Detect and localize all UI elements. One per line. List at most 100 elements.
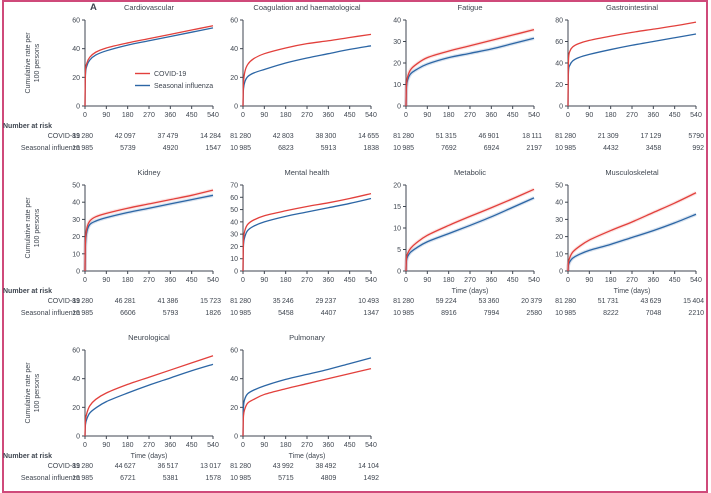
risk-row-label-covid: COVID-19 (48, 463, 80, 470)
covid-curve (242, 368, 372, 437)
x-tick-label: 360 (322, 277, 334, 284)
risk-value-influenza: 10 985 (72, 310, 93, 317)
risk-value-covid: 81 280 (230, 133, 251, 140)
x-tick-label: 450 (669, 277, 681, 284)
x-tick-label: 360 (485, 112, 497, 119)
x-tick-label: 180 (280, 442, 292, 449)
x-tick-label: 180 (605, 277, 617, 284)
x-tick-label: 90 (423, 112, 431, 119)
x-tick-label: 540 (207, 442, 219, 449)
risk-value-influenza: 10 985 (72, 475, 93, 482)
y-tick-label: 10 (393, 226, 401, 233)
risk-value-covid: 81 280 (555, 133, 576, 140)
risk-value-covid: 14 655 (358, 133, 379, 140)
risk-value-covid: 81 280 (72, 133, 93, 140)
y-tick-label: 0 (76, 104, 80, 111)
x-tick-label: 360 (647, 112, 659, 119)
influenza-curve (567, 213, 697, 272)
risk-value-covid: 15 404 (683, 298, 704, 305)
y-tick-label: 60 (72, 18, 80, 25)
x-tick-label: 270 (301, 442, 313, 449)
risk-value-covid: 81 280 (72, 298, 93, 305)
y-tick-label: 50 (230, 207, 238, 214)
covid-curve (405, 188, 535, 272)
risk-value-covid: 51 731 (598, 298, 619, 305)
influenza-curve (84, 27, 214, 107)
x-tick-label: 0 (566, 277, 570, 284)
risk-value-influenza: 10 985 (393, 310, 414, 317)
risk-value-influenza: 1347 (363, 310, 379, 317)
risk-value-covid: 59 224 (436, 298, 457, 305)
y-tick-label: 10 (72, 251, 80, 258)
y-axis-label-group: Cumulative rate per 100 persons (25, 32, 41, 94)
panel-gastrointestinal: Gastrointestinal 0 20 40 60 80 0 90 180 270 360 450… (555, 3, 704, 152)
influenza-curve (242, 357, 372, 437)
x-tick-label: 270 (143, 112, 155, 119)
y-tick-label: 40 (555, 61, 563, 68)
y-tick-label: 0 (559, 269, 563, 276)
risk-value-covid: 17 129 (640, 133, 661, 140)
risk-value-influenza: 1826 (205, 310, 221, 317)
risk-value-covid: 38 492 (315, 463, 336, 470)
risk-value-influenza: 5913 (321, 145, 337, 152)
risk-value-covid: 29 237 (315, 298, 336, 305)
x-tick-label: 540 (365, 277, 377, 284)
panel-title: Neurological (128, 333, 170, 342)
risk-value-covid: 36 517 (157, 463, 178, 470)
y-tick-label: 20 (230, 405, 238, 412)
risk-value-covid: 21 309 (598, 133, 619, 140)
covid-ci-band (83, 188, 214, 272)
x-tick-label: 450 (186, 442, 198, 449)
panel-title: Cardiovascular (124, 3, 175, 12)
panel-musculoskeletal: Musculoskeletal 0 10 20 30 40 50 0 90 180 270 360 45… (555, 168, 704, 317)
risk-value-covid: 18 111 (522, 133, 542, 140)
x-tick-label: 540 (690, 112, 702, 119)
x-tick-label: 180 (122, 112, 134, 119)
risk-value-influenza: 10 985 (555, 310, 576, 317)
covid-curve (84, 355, 214, 437)
y-tick-label: 15 (393, 204, 401, 211)
covid-ci-band (566, 191, 697, 272)
risk-value-influenza: 8222 (603, 310, 619, 317)
x-tick-label: 540 (207, 277, 219, 284)
risk-row-label-covid: COVID-19 (48, 298, 80, 305)
y-tick-label: 5 (397, 247, 401, 254)
covid-curve (84, 25, 214, 107)
x-tick-label: 0 (83, 442, 87, 449)
number-at-risk-heading: Number at risk (3, 453, 52, 460)
x-tick-label: 0 (83, 112, 87, 119)
y-axis-label-line1: Cumulative rate per (25, 362, 32, 424)
risk-value-influenza: 2197 (526, 145, 542, 152)
panel-title: Metabolic (454, 168, 486, 177)
legend-label-influenza: Seasonal influenza (154, 83, 213, 90)
x-tick-label: 0 (241, 277, 245, 284)
x-tick-label: 450 (507, 277, 519, 284)
x-tick-label: 540 (528, 112, 540, 119)
panel-kidney: Kidney 0 10 20 30 40 50 0 90 180 270 360 450 540 Cumul… (3, 168, 221, 317)
risk-value-covid: 44 627 (115, 463, 136, 470)
risk-value-covid: 14 104 (358, 463, 379, 470)
x-tick-label: 360 (647, 277, 659, 284)
influenza-ci-band (404, 36, 535, 107)
y-axis-label-line2: 100 persons (34, 373, 41, 412)
risk-value-covid: 43 629 (640, 298, 661, 305)
influenza-curve (405, 37, 535, 107)
x-tick-label: 180 (280, 277, 292, 284)
panel-pulmonary: Pulmonary 0 20 40 60 0 90 180 270 360 450 540 Time (… (230, 333, 379, 482)
panel-title: Coagulation and haematological (253, 3, 360, 12)
risk-value-covid: 81 280 (72, 463, 93, 470)
risk-value-covid: 81 280 (230, 463, 251, 470)
y-tick-label: 20 (72, 234, 80, 241)
y-tick-label: 10 (393, 82, 401, 89)
x-tick-label: 180 (605, 112, 617, 119)
risk-value-influenza: 10 985 (72, 145, 93, 152)
x-tick-label: 270 (301, 112, 313, 119)
y-tick-label: 40 (230, 46, 238, 53)
risk-value-influenza: 10 985 (393, 145, 414, 152)
x-tick-label: 270 (626, 277, 638, 284)
x-tick-label: 270 (464, 112, 476, 119)
covid-ci-band (404, 187, 535, 272)
risk-value-covid: 5790 (688, 133, 704, 140)
y-tick-label: 20 (555, 82, 563, 89)
y-tick-label: 40 (230, 219, 238, 226)
